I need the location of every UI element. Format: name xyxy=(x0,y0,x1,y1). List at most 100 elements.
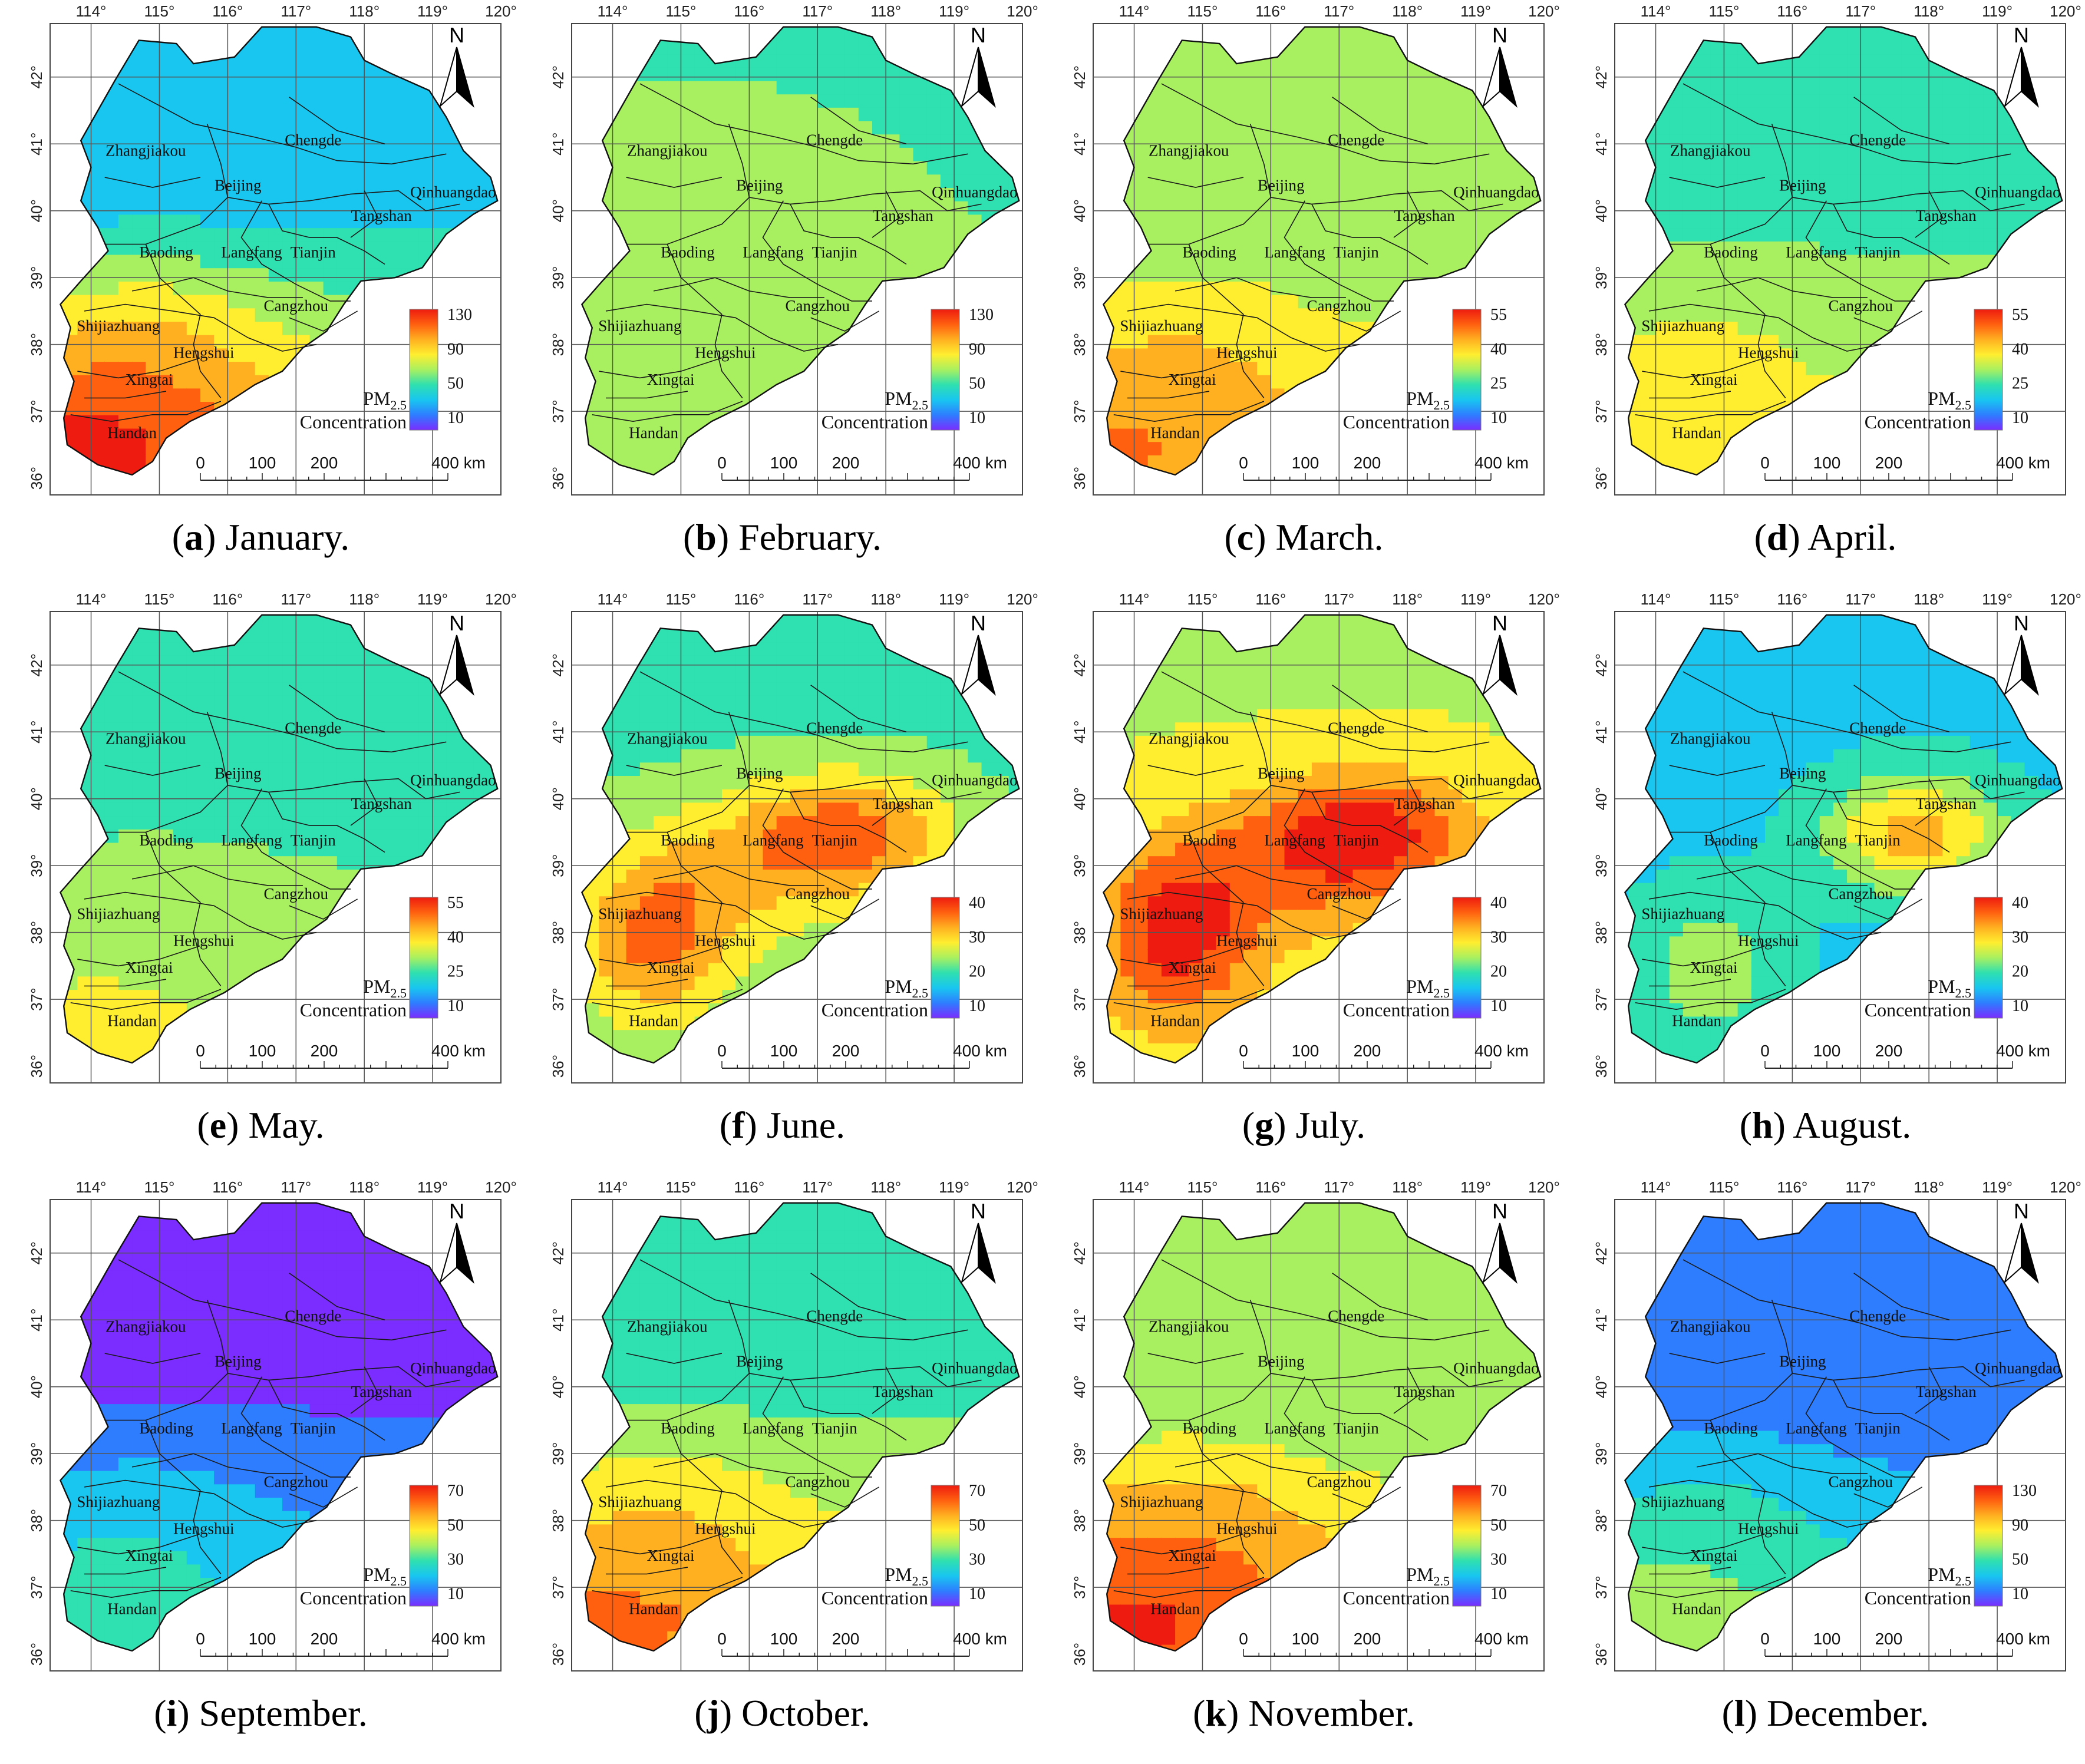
pm25-map: 114°115°116°117°118°119°120°42°41°40°39°… xyxy=(1043,0,1565,588)
lat-tick-label: 40° xyxy=(1592,199,1610,222)
legend-tick: 20 xyxy=(1490,963,1507,981)
north-label: N xyxy=(971,611,986,635)
city-label-handan: Handan xyxy=(107,424,157,442)
panel-caption: (i) September. xyxy=(0,1692,522,1735)
lat-tick-label: 41° xyxy=(28,133,45,156)
city-label-hengshui: Hengshui xyxy=(1216,931,1278,949)
lat-tick-label: 42° xyxy=(28,1241,45,1264)
city-label-tangshan: Tangshan xyxy=(351,795,413,812)
panel-month: December. xyxy=(1767,1692,1929,1734)
city-label-beijing: Beijing xyxy=(736,177,783,194)
lat-tick-label: 38° xyxy=(1071,921,1088,944)
city-label-chengde: Chengde xyxy=(1328,131,1384,149)
north-label: N xyxy=(1492,1199,1507,1223)
lat-tick-label: 40° xyxy=(1071,199,1088,222)
lon-tick-label: 114° xyxy=(76,1178,107,1196)
lat-tick-label: 41° xyxy=(1592,1309,1610,1332)
legend-tick: 10 xyxy=(2012,409,2028,427)
lat-tick-label: 40° xyxy=(28,787,45,810)
scale-label: 0 xyxy=(1760,454,1770,472)
panel-letter: h xyxy=(1752,1104,1773,1146)
city-label-zhangjiakou: Zhangjiakou xyxy=(627,1318,708,1336)
legend-tick: 20 xyxy=(969,963,985,981)
legend-tick: 130 xyxy=(2012,1482,2037,1500)
city-label-qinhuangdao: Qinhuangdao xyxy=(410,183,496,201)
city-label-beijing: Beijing xyxy=(736,1353,783,1370)
city-label-shijiazhuang: Shijiazhuang xyxy=(1641,317,1724,335)
city-label-beijing: Beijing xyxy=(1779,1353,1826,1370)
lon-tick-label: 116° xyxy=(1255,2,1286,20)
scale-label: 200 xyxy=(311,1042,338,1060)
lat-tick-label: 36° xyxy=(549,467,567,490)
panel-letter: e xyxy=(210,1104,226,1146)
city-label-baoding: Baoding xyxy=(1182,831,1236,849)
city-label-tianjin: Tianjin xyxy=(1334,1419,1380,1437)
north-label: N xyxy=(449,1199,464,1223)
lat-tick-label: 40° xyxy=(1071,1375,1088,1398)
lon-tick-label: 115° xyxy=(666,1178,697,1196)
scale-label: 0 xyxy=(196,454,205,472)
lon-tick-label: 115° xyxy=(1187,2,1218,20)
city-label-hengshui: Hengshui xyxy=(695,343,756,361)
scale-label: 200 xyxy=(832,1630,860,1648)
city-label-shijiazhuang: Shijiazhuang xyxy=(77,1493,160,1511)
city-label-tangshan: Tangshan xyxy=(873,1383,934,1400)
map-panel-c: 114°115°116°117°118°119°120°42°41°40°39°… xyxy=(1043,0,1565,588)
city-label-xingtai: Xingtai xyxy=(1690,371,1738,388)
north-label: N xyxy=(449,23,464,47)
lat-tick-label: 36° xyxy=(1071,467,1088,490)
city-label-hengshui: Hengshui xyxy=(695,1519,756,1537)
legend-tick: 30 xyxy=(969,1551,985,1569)
lat-tick-label: 37° xyxy=(1592,987,1610,1010)
city-label-hengshui: Hengshui xyxy=(1738,931,1799,949)
legend-subtitle: Concentration xyxy=(1343,1587,1450,1608)
lat-tick-label: 36° xyxy=(28,467,45,490)
scale-label: 400 km xyxy=(1474,1630,1529,1648)
lat-tick-label: 36° xyxy=(28,1055,45,1078)
city-label-tianjin: Tianjin xyxy=(291,1419,336,1437)
city-label-xingtai: Xingtai xyxy=(1169,371,1216,388)
lat-tick-label: 40° xyxy=(1071,787,1088,810)
map-panel-k: 114°115°116°117°118°119°120°42°41°40°39°… xyxy=(1043,1176,1565,1764)
lon-tick-label: 119° xyxy=(1460,590,1491,608)
scale-label: 200 xyxy=(1875,1042,1903,1060)
panel-letter: a xyxy=(184,516,203,558)
city-label-langfang: Langfang xyxy=(221,243,282,261)
legend-tick: 40 xyxy=(2012,340,2028,358)
map-panel-f: 114°115°116°117°118°119°120°42°41°40°39°… xyxy=(522,588,1043,1176)
lat-tick-label: 39° xyxy=(1592,854,1610,877)
legend-tick: 10 xyxy=(1490,409,1507,427)
city-label-xingtai: Xingtai xyxy=(126,959,173,976)
city-label-xingtai: Xingtai xyxy=(126,371,173,388)
panel-month: August. xyxy=(1793,1104,1911,1146)
city-label-qinhuangdao: Qinhuangdao xyxy=(932,771,1017,789)
legend-tick: 50 xyxy=(447,1516,464,1534)
lat-tick-label: 38° xyxy=(1071,1509,1088,1532)
lat-tick-label: 41° xyxy=(28,1309,45,1332)
legend-tick: 50 xyxy=(447,375,464,393)
city-label-beijing: Beijing xyxy=(1258,177,1305,194)
city-label-handan: Handan xyxy=(107,1600,157,1618)
legend-tick: 40 xyxy=(1490,894,1507,912)
city-label-chengde: Chengde xyxy=(1849,1307,1906,1325)
panel-letter: k xyxy=(1205,1692,1226,1734)
panel-letter: c xyxy=(1237,516,1253,558)
lon-tick-label: 120° xyxy=(1007,590,1038,608)
legend-subtitle: Concentration xyxy=(1865,1587,1971,1608)
legend-tick: 70 xyxy=(1490,1482,1507,1500)
panel-month: November. xyxy=(1248,1692,1415,1734)
city-label-tianjin: Tianjin xyxy=(1855,243,1901,261)
city-label-handan: Handan xyxy=(629,1012,678,1030)
legend-subtitle: Concentration xyxy=(1865,999,1971,1020)
legend-tick: 55 xyxy=(2012,306,2028,324)
lon-tick-label: 118° xyxy=(349,2,380,20)
legend-subtitle: Concentration xyxy=(300,999,407,1020)
lat-tick-label: 36° xyxy=(549,1055,567,1078)
city-label-chengde: Chengde xyxy=(285,131,341,149)
lon-tick-label: 119° xyxy=(1460,1178,1491,1196)
scale-label: 400 km xyxy=(953,1042,1007,1060)
city-label-baoding: Baoding xyxy=(1182,243,1236,261)
city-label-baoding: Baoding xyxy=(1182,1419,1236,1437)
lat-tick-label: 42° xyxy=(1592,65,1610,88)
